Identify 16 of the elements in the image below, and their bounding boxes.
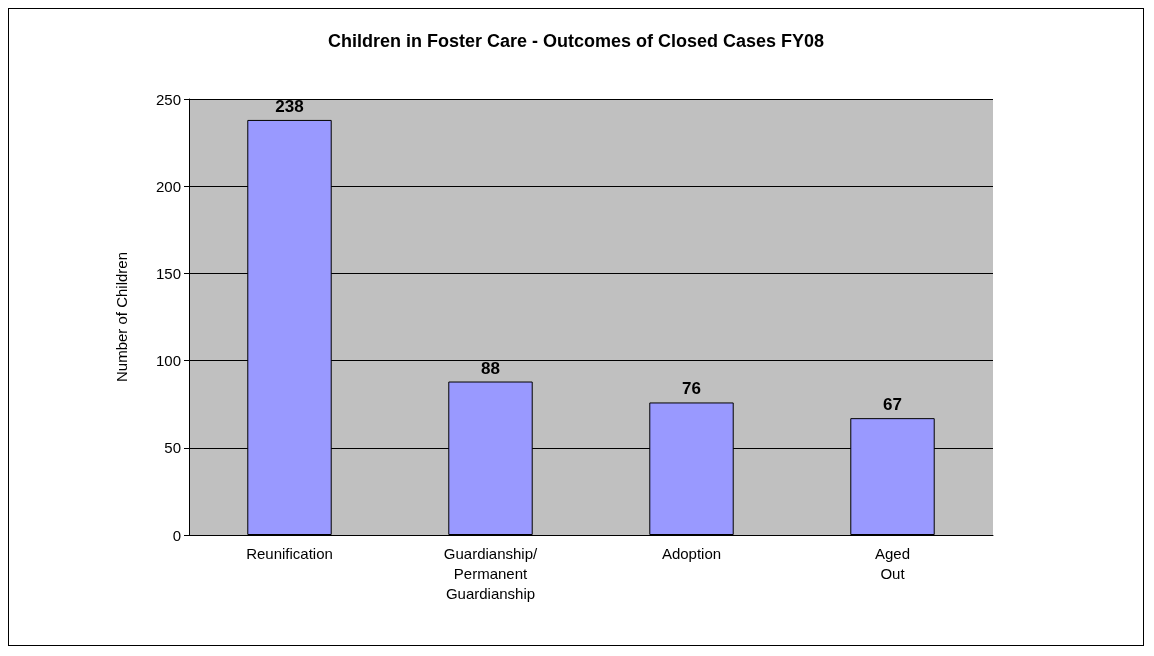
y-tick-label: 50 (164, 439, 181, 457)
y-tick-label: 200 (155, 177, 181, 195)
y-tick-label: 0 (172, 526, 181, 544)
x-tick-label: Adoption (661, 544, 722, 562)
x-tick-label: Reunification (246, 544, 333, 562)
x-tick-label: Guardianship/ Permanent Guardianship (443, 544, 539, 602)
y-axis-title: Number of Children (113, 251, 130, 383)
data-label: 238 (275, 96, 304, 116)
data-label: 76 (682, 379, 701, 399)
data-label: 67 (883, 395, 902, 415)
data-label: 88 (481, 358, 500, 378)
y-tick-label: 100 (155, 352, 181, 370)
x-tick-label: Aged Out (874, 544, 911, 582)
y-tick-label: 150 (155, 264, 181, 282)
chart-title: Children in Foster Care - Outcomes of Closed Cases FY08 (327, 31, 825, 51)
y-tick-label: 250 (155, 90, 181, 108)
